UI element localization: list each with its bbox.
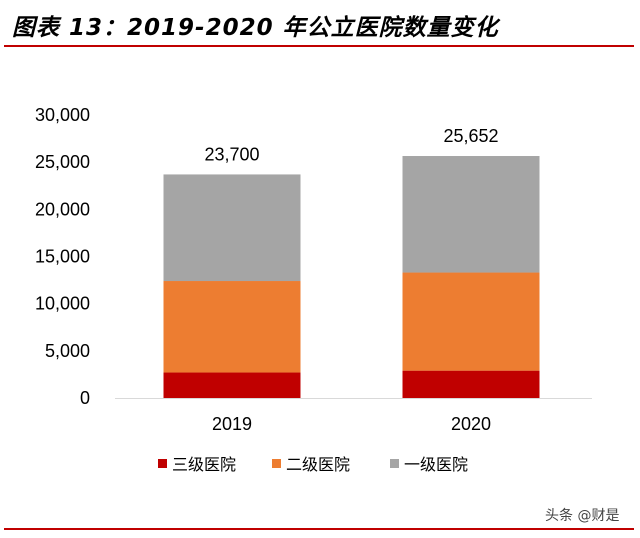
legend-label-0: 三级医院	[172, 455, 236, 474]
y-tick-label: 5,000	[45, 341, 90, 361]
y-tick-label: 15,000	[35, 247, 90, 267]
bar-segment-2020-series-1	[402, 272, 540, 371]
legend-swatch-0	[158, 459, 167, 468]
y-tick-label: 20,000	[35, 199, 90, 219]
watermark: 头条 @财是	[545, 508, 620, 524]
top-rule	[4, 45, 634, 47]
y-tick-label: 25,000	[35, 152, 90, 172]
bar-segment-2019-series-1	[163, 281, 301, 373]
bar-segment-2020-series-0	[402, 370, 540, 398]
bar-segment-2019-series-2	[163, 174, 301, 282]
x-tick-label-2020: 2020	[451, 414, 491, 434]
bottom-rule	[4, 528, 634, 530]
y-tick-label: 0	[80, 388, 90, 408]
y-tick-label: 30,000	[35, 105, 90, 125]
y-tick-label: 10,000	[35, 294, 90, 314]
legend-label-2: 一级医院	[404, 455, 468, 474]
total-label-2020: 25,652	[443, 126, 498, 146]
legend-swatch-2	[390, 459, 399, 468]
bar-segment-2019-series-0	[163, 372, 301, 398]
chart-title: 图表 13：2019-2020 年公立医院数量变化	[12, 15, 499, 41]
total-label-2019: 23,700	[204, 144, 259, 164]
bar-segment-2020-series-2	[402, 156, 540, 273]
x-tick-label-2019: 2019	[212, 414, 252, 434]
legend-label-1: 二级医院	[286, 455, 350, 474]
legend-swatch-1	[272, 459, 281, 468]
